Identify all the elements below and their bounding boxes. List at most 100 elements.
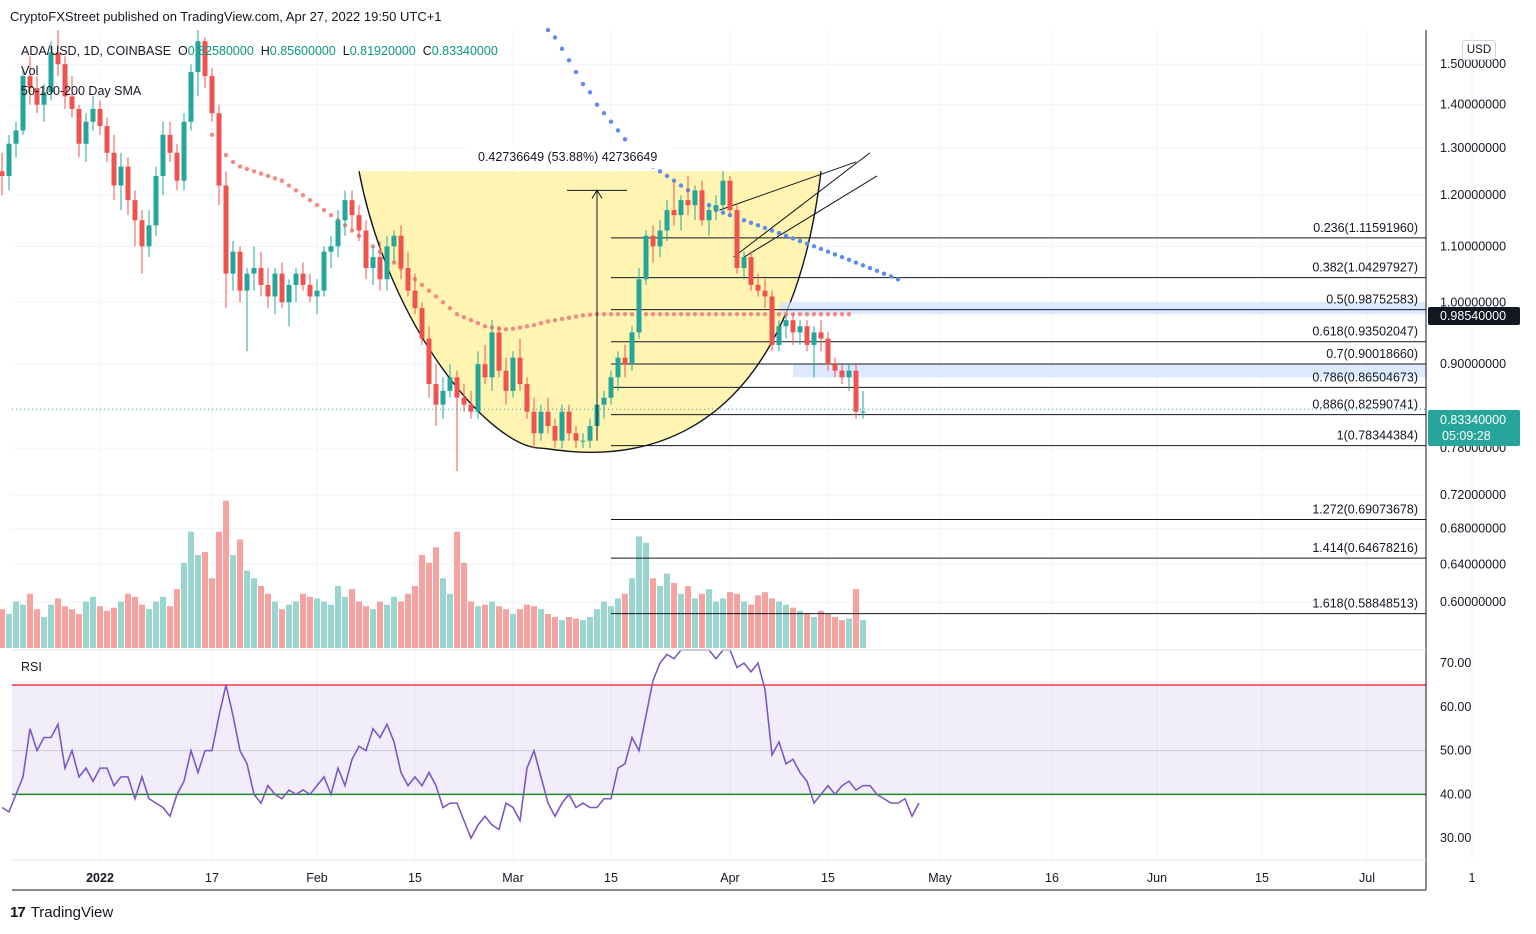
volume-bar — [741, 601, 747, 648]
sma50-point — [230, 159, 236, 165]
tradingview-brand[interactable]: 17 TradingView — [10, 904, 113, 921]
candle-body — [391, 235, 397, 247]
sma50-point — [832, 311, 838, 317]
candle-body — [76, 108, 82, 144]
volume-bar — [230, 555, 236, 648]
candle-body — [510, 357, 516, 391]
sma200-point — [818, 246, 824, 252]
volume-bar — [202, 551, 208, 648]
sma-legend[interactable]: 50-100-200 Day SMA — [21, 84, 142, 98]
candle-body — [356, 215, 362, 231]
candle-body — [97, 108, 103, 127]
candle-body — [328, 246, 334, 252]
volume-bar — [300, 593, 306, 648]
volume-bar — [608, 606, 614, 648]
candle-body — [461, 397, 467, 405]
sma50-point — [608, 311, 614, 317]
time-tick-label: 17 — [205, 871, 219, 885]
volume-bar — [251, 578, 257, 648]
fib-level-label: 0.382(1.04297927) — [1312, 261, 1418, 275]
candle-body — [741, 257, 747, 269]
volume-bar — [727, 592, 733, 648]
time-tick-label: Feb — [306, 871, 328, 885]
sma50-point — [573, 314, 579, 319]
sma50-point — [461, 314, 467, 320]
fib-level-label: 0.7(0.90018660) — [1326, 347, 1418, 361]
sma50-point — [720, 311, 726, 317]
candle-body — [125, 166, 131, 201]
sma200-point — [755, 223, 761, 228]
price-tick-label: 0.68000000 — [1440, 522, 1506, 536]
candle-body — [153, 175, 159, 226]
sma50-point — [559, 316, 565, 322]
low-value: 0.81920000 — [349, 44, 416, 58]
sma50-point — [629, 311, 635, 317]
cup-fill — [359, 171, 821, 453]
candle-body — [636, 279, 642, 333]
candle-body — [818, 332, 824, 339]
sma50-point — [678, 311, 684, 317]
fib-level-label: 0.5(0.98752583) — [1326, 293, 1418, 307]
sma50-point — [741, 311, 747, 317]
volume-bar — [531, 606, 537, 648]
candle-body — [69, 96, 75, 109]
volume-bar — [783, 604, 789, 648]
volume-bar — [811, 617, 817, 648]
candle-body — [223, 185, 229, 274]
sma200-point — [860, 263, 866, 268]
sma200-point — [594, 102, 600, 107]
candle-body — [174, 152, 180, 181]
axes: 1.50000000 1.40000000 1.30000000 1.20000000… — [12, 30, 1506, 891]
current-price-label: 0.83340000 — [1440, 413, 1506, 427]
volume-bar — [489, 601, 495, 648]
volume-bar — [398, 601, 404, 648]
candle-body — [20, 76, 26, 131]
high-label: H — [260, 44, 270, 58]
candle-body — [195, 41, 201, 73]
volume-bar — [839, 620, 845, 648]
volume-bar — [223, 500, 229, 648]
close-value: 0.83340000 — [431, 44, 498, 58]
volume-bar — [594, 609, 600, 648]
candle-body — [650, 235, 656, 247]
sma50-point — [776, 311, 782, 317]
volume-bar — [188, 531, 194, 648]
sma50-point — [293, 188, 299, 193]
supply-zone — [779, 302, 1426, 315]
brand-name: TradingView — [30, 904, 114, 921]
candle-body — [258, 268, 264, 285]
candle-body — [307, 284, 313, 297]
candle-body — [230, 251, 236, 274]
volume-bar — [13, 601, 19, 648]
candle-body — [790, 320, 796, 333]
candle-body — [664, 210, 670, 231]
sma50-point — [482, 324, 488, 329]
sma200-point — [678, 183, 684, 188]
volume-bar — [363, 606, 369, 648]
candle-body — [811, 332, 817, 345]
candle-body — [573, 433, 579, 441]
currency-badge[interactable]: USD — [1462, 40, 1496, 60]
fib-level-label: 1.618(0.58848513) — [1312, 597, 1418, 611]
volume-legend[interactable]: Vol — [21, 64, 39, 78]
sma50-point — [545, 319, 551, 324]
sma50-point — [433, 294, 439, 299]
volume-bar — [454, 531, 460, 648]
sma200-point — [762, 225, 768, 231]
chart-legend: ADA/USD, 1D, COINBASE O0.82580000 H0.856… — [21, 41, 498, 101]
volume-bar — [615, 598, 621, 648]
volume-bar — [762, 592, 768, 648]
rsi-tick-label: 60.00 — [1440, 700, 1471, 714]
sma200-point — [881, 271, 887, 276]
volume-bar — [356, 601, 362, 648]
sma50-point — [503, 327, 509, 332]
candle-body — [699, 190, 705, 221]
rsi-tick-label: 30.00 — [1440, 831, 1471, 845]
symbol-label[interactable]: ADA/USD, 1D, COINBASE — [21, 44, 172, 58]
volume-bar — [258, 586, 264, 648]
candle-body — [825, 338, 831, 365]
candle-body — [447, 377, 453, 391]
time-tick-label: 15 — [604, 871, 618, 885]
time-tick-label: 2022 — [86, 871, 114, 885]
